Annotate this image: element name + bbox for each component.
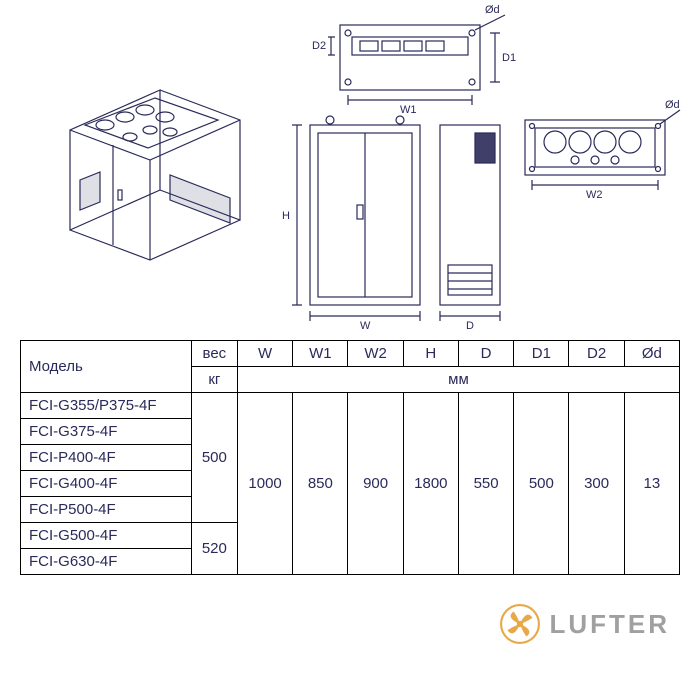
header-H: H <box>403 341 458 367</box>
dim-W1: 850 <box>293 393 348 575</box>
label-D2: D2 <box>312 40 326 52</box>
model-cell: FCI-P500-4F <box>21 497 192 523</box>
dim-W: 1000 <box>237 393 292 575</box>
dim-D1: 500 <box>514 393 569 575</box>
header-D: D <box>458 341 513 367</box>
header-phi-d: Ød <box>624 341 679 367</box>
header-W2: W2 <box>348 341 403 367</box>
header-W1: W1 <box>293 341 348 367</box>
header-D1: D1 <box>514 341 569 367</box>
header-W: W <box>237 341 292 367</box>
dim-D: 550 <box>458 393 513 575</box>
dim-W2: 900 <box>348 393 403 575</box>
dim-phi-d: 13 <box>624 393 679 575</box>
header-dim-unit: мм <box>237 367 679 393</box>
model-cell: FCI-G355/P375-4F <box>21 393 192 419</box>
weight-group2: 520 <box>191 523 237 575</box>
label-W1: W1 <box>400 104 417 116</box>
header-weight-unit: кг <box>191 367 237 393</box>
header-model: Модель <box>21 341 192 393</box>
label-phi-d-side: Ød <box>665 99 680 111</box>
header-weight: вес <box>191 341 237 367</box>
label-W2: W2 <box>586 189 603 201</box>
weight-group1: 500 <box>191 393 237 523</box>
model-cell: FCI-G630-4F <box>21 549 192 575</box>
label-W: W <box>360 320 371 332</box>
brand-logo: LUFTER <box>499 603 670 645</box>
model-cell: FCI-G400-4F <box>21 471 192 497</box>
model-cell: FCI-P400-4F <box>21 445 192 471</box>
label-H: H <box>282 210 290 222</box>
model-cell: FCI-G375-4F <box>21 419 192 445</box>
label-D1: D1 <box>502 52 516 64</box>
logo-text: LUFTER <box>549 609 670 640</box>
table-header-row: Модель вес W W1 W2 H D D1 D2 Ød <box>21 341 680 367</box>
dim-D2: 300 <box>569 393 624 575</box>
dimensions-table: Модель вес W W1 W2 H D D1 D2 Ød кг мм FC… <box>20 340 680 575</box>
label-D: D <box>466 320 474 332</box>
table-row: FCI-G355/P375-4F 500 1000 850 900 1800 5… <box>21 393 680 419</box>
model-cell: FCI-G500-4F <box>21 523 192 549</box>
dim-H: 1800 <box>403 393 458 575</box>
header-D2: D2 <box>569 341 624 367</box>
label-phi-d-top: Ød <box>485 4 500 16</box>
fan-icon <box>499 603 541 645</box>
technical-drawing: Ød D1 D2 W1 H W <box>0 0 700 340</box>
